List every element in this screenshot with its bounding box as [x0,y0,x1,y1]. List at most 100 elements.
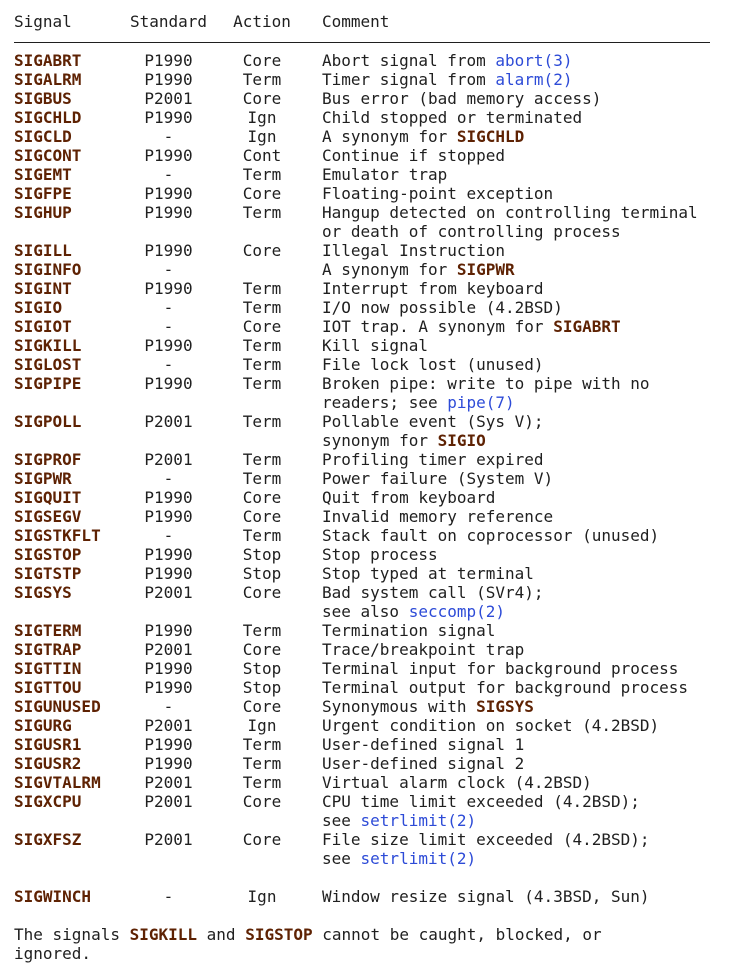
comment-line: Urgent condition on socket (4.2BSD) [322,716,739,735]
comment-line: Terminal output for background process [322,678,739,697]
table-row: SIGUNUSED - Core Synonymous with SIGSYS [14,697,739,716]
comment-text: Emulator trap [322,165,448,184]
comment-text: Power failure (System V) [322,469,554,488]
comment-text: I/O now possible (4.2BSD) [322,298,563,317]
link-abort-3[interactable]: abort(3) [495,51,573,70]
comment-text: Bus error (bad memory access) [322,89,602,108]
action-value: Term [242,621,282,640]
action-value: Core [242,317,282,336]
comment-cell: Window resize signal (4.3BSD, Sun) [322,887,739,906]
signal-name: SIGEMT [14,165,72,184]
table-row: SIGSYS P2001 Core Bad system call (SVr4); se… [14,583,739,621]
comment-cell: IOT trap. A synonym for SIGABRT [322,317,739,336]
table-row: SIGURG P2001 Ign Urgent condition on socket… [14,716,739,735]
comment-text: and [197,925,246,944]
action-value: Term [242,754,282,773]
comment-cell: Power failure (System V) [322,469,739,488]
comment-cell: Broken pipe: write to pipe with no reader… [322,374,739,412]
signal-name: SIGSTOP [14,545,82,564]
comment-text: see [322,811,361,830]
standard-value: P1990 [144,735,193,754]
signal-name: SIGTERM [14,621,82,640]
table-row: SIGINT P1990 Term Interrupt from keyboard [14,279,739,298]
action-value: Core [242,241,282,260]
standard-value: P1990 [144,488,193,507]
link-setrlimit-2[interactable]: setrlimit(2) [360,849,477,868]
signal-name: SIGPIPE [14,374,82,393]
signal-name: SIGVTALRM [14,773,101,792]
comment-line: or death of controlling process [322,222,739,241]
table-row: SIGTTOU P1990 Stop Terminal output for back… [14,678,739,697]
comment-text: Pollable event (Sys V); [322,412,544,431]
comment-text: Stop typed at terminal [322,564,534,583]
comment-cell: File size limit exceeded (4.2BSD); see se… [322,830,739,868]
comment-cell: Stop typed at terminal [322,564,739,583]
standard-value: P1990 [144,108,193,127]
action-value: Term [242,70,282,89]
signal-ref: SIGSYS [476,697,534,716]
table-row: SIGTTIN P1990 Stop Terminal input for backg… [14,659,739,678]
table-row: SIGSEGV P1990 Core Invalid memory reference [14,507,739,526]
signal-name: SIGXCPU [14,792,82,811]
comment-cell: Synonymous with SIGSYS [322,697,739,716]
comment-text: Abort signal from [322,51,496,70]
action-value: Term [242,374,282,393]
comment-text: Broken pipe: write to pipe with no [322,374,650,393]
comment-text: Continue if stopped [322,146,506,165]
signal-name: SIGTRAP [14,640,82,659]
signal-name: SIGIOT [14,317,72,336]
signal-name: SIGLOST [14,355,82,374]
table-row: SIGEMT - Term Emulator trap [14,165,739,184]
link-setrlimit-2[interactable]: setrlimit(2) [360,811,477,830]
link-pipe-7[interactable]: pipe(7) [447,393,515,412]
standard-value: P1990 [144,545,193,564]
comment-line: Stop typed at terminal [322,564,739,583]
table-row: SIGILL P1990 Core Illegal Instruction [14,241,739,260]
comment-text: Hangup detected on controlling terminal [322,203,698,222]
action-value: Stop [242,545,282,564]
standard-value: P1990 [144,279,193,298]
header-action: Action [233,12,291,31]
table-row: SIGPROF P2001 Term Profiling timer expired [14,450,739,469]
table-row: SIGLOST - Term File lock lost (unused) [14,355,739,374]
table-row: SIGCLD - Ign A synonym for SIGCHLD [14,127,739,146]
table-row: SIGUSR1 P1990 Term User-defined signal 1 [14,735,739,754]
action-value: Term [242,450,282,469]
comment-line: I/O now possible (4.2BSD) [322,298,739,317]
footer-note: The signals SIGKILL and SIGSTOP cannot b… [14,925,739,963]
comment-line: readers; see pipe(7) [322,393,739,412]
comment-line: Hangup detected on controlling terminal [322,203,739,222]
link-alarm-2[interactable]: alarm(2) [495,70,573,89]
action-value: Core [242,89,282,108]
action-value: Term [242,203,282,222]
standard-value: - [163,260,174,279]
comment-text: CPU time limit exceeded (4.2BSD); [322,792,640,811]
comment-line: Emulator trap [322,165,739,184]
table-row: SIGXCPU P2001 Core CPU time limit exceeded … [14,792,739,830]
comment-cell: Quit from keyboard [322,488,739,507]
standard-value: P1990 [144,659,193,678]
comment-text: Illegal Instruction [322,241,506,260]
signal-name: SIGTTOU [14,678,82,697]
signal-name: SIGSYS [14,583,72,602]
comment-text: Stop process [322,545,438,564]
comment-line: synonym for SIGIO [322,431,739,450]
action-value: Term [242,735,282,754]
signal-name: SIGURG [14,716,72,735]
signal-name: SIGINT [14,279,72,298]
comment-cell: Urgent condition on socket (4.2BSD) [322,716,739,735]
standard-value: P2001 [144,89,193,108]
standard-value: P1990 [144,564,193,583]
table-row: SIGIOT - Core IOT trap. A synonym for SIGAB… [14,317,739,336]
table-row: SIGCONT P1990 Cont Continue if stopped [14,146,739,165]
table-row: SIGINFO - A synonym for SIGPWR [14,260,739,279]
link-seccomp-2[interactable]: seccomp(2) [408,602,506,621]
table-row: SIGIO - Term I/O now possible (4.2BSD) [14,298,739,317]
comment-text: cannot be caught, blocked, or [312,925,602,944]
comment-text: Kill signal [322,336,428,355]
standard-value: P1990 [144,754,193,773]
comment-cell: User-defined signal 2 [322,754,739,773]
signal-table: Signal Standard Action Comment SIGABRT P1… [14,12,739,906]
comment-line: Quit from keyboard [322,488,739,507]
